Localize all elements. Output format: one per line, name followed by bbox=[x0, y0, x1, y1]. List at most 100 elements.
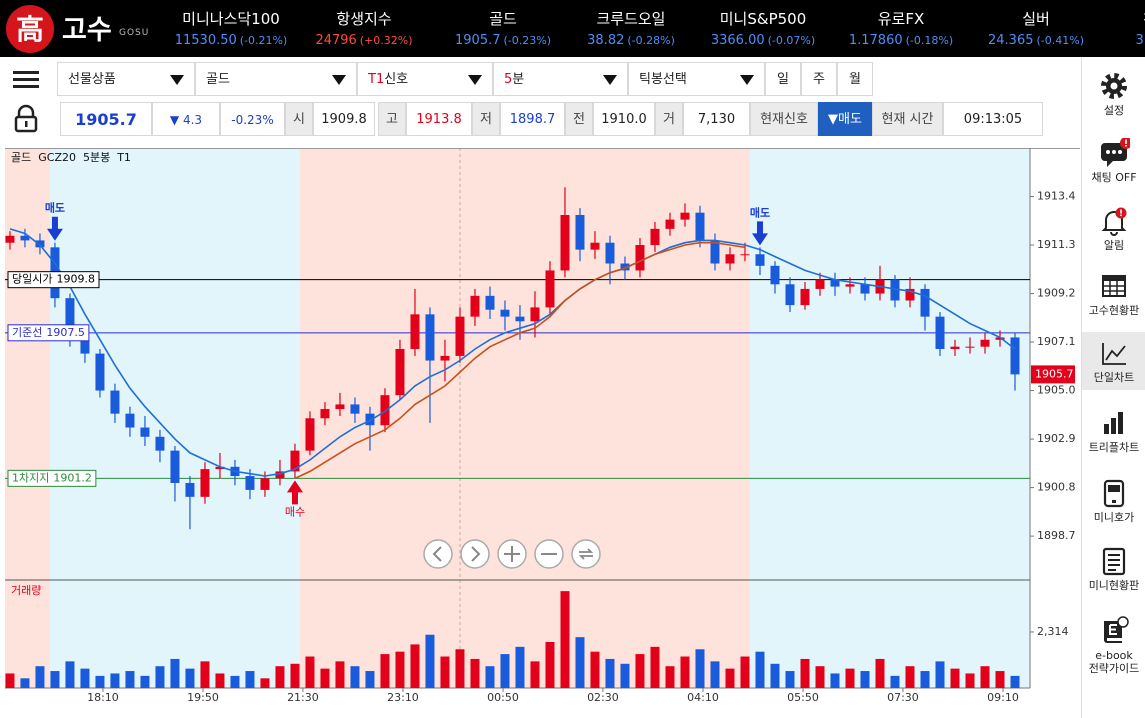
shape bbox=[571, 539, 601, 569]
volume-bar bbox=[905, 666, 915, 688]
volume-bar bbox=[110, 673, 120, 688]
volume-bar bbox=[1010, 675, 1020, 688]
arrow-shape bbox=[740, 75, 754, 85]
sidebar-icon bbox=[1104, 412, 1123, 434]
candle-body bbox=[5, 235, 15, 243]
sidebar-icon bbox=[1102, 275, 1126, 297]
volume-tick-label: 2,314 bbox=[1037, 625, 1069, 638]
period-button[interactable]: 주 bbox=[801, 62, 837, 96]
candle-body bbox=[260, 478, 270, 490]
x-tick-label: 02:30 bbox=[587, 691, 619, 704]
sidebar-icon bbox=[1103, 479, 1125, 508]
menu-button[interactable] bbox=[0, 62, 52, 96]
sidebar-item[interactable]: e-book 전략가이드 bbox=[1082, 610, 1145, 681]
candle-body bbox=[815, 279, 825, 289]
level-label-text: 1차지지 1901.2 bbox=[12, 471, 92, 484]
level-label: 당일시가 1909.8 bbox=[7, 271, 100, 289]
shape bbox=[1110, 82, 1118, 90]
candle-body bbox=[920, 288, 930, 317]
dropdown-arrow bbox=[603, 75, 617, 85]
volume-bar bbox=[890, 675, 900, 688]
signal-label: 매수 bbox=[285, 505, 305, 518]
y-tick-label: 1900.8 bbox=[1037, 481, 1076, 494]
signal-arrow bbox=[751, 221, 768, 246]
ticker-change: (-0.28%) bbox=[627, 34, 675, 47]
session-band bbox=[50, 148, 300, 688]
volume-bar bbox=[815, 666, 825, 688]
scroll-left-button[interactable] bbox=[423, 539, 453, 569]
sidebar-item[interactable]: 알림 bbox=[1082, 200, 1145, 258]
shape bbox=[1108, 554, 1120, 571]
sidebar-item[interactable]: 트리플차트 bbox=[1082, 402, 1145, 460]
candle-body bbox=[605, 242, 615, 264]
ticker-value: 38.82 (-0.28%) bbox=[564, 33, 698, 48]
volume-bar bbox=[560, 591, 570, 688]
dropdown-text: 선물상품 bbox=[68, 72, 116, 87]
candle-body bbox=[965, 346, 975, 348]
volume-bar bbox=[515, 646, 525, 688]
period-button[interactable]: 일 bbox=[765, 62, 801, 96]
shape bbox=[6, 5, 54, 53]
sidebar-label: 설정 bbox=[1103, 104, 1125, 117]
ticker: 미니S&P500 3366.00 (-0.07%) bbox=[696, 0, 830, 48]
volume-bar bbox=[845, 668, 855, 688]
volume-bar bbox=[995, 671, 1005, 688]
volume-bar bbox=[590, 651, 600, 688]
signal-value: ▼매도 bbox=[818, 102, 872, 136]
volume-bar bbox=[725, 668, 735, 688]
candle-body bbox=[710, 240, 720, 264]
candle-body bbox=[695, 212, 705, 241]
zoom-out-button[interactable] bbox=[534, 539, 564, 569]
moving-average bbox=[9, 228, 1016, 477]
shape bbox=[471, 546, 481, 562]
x-tick-label: 05:50 bbox=[787, 691, 819, 704]
shape bbox=[1112, 500, 1116, 503]
volume-bar bbox=[200, 661, 210, 688]
dropdown[interactable]: 골드 bbox=[195, 62, 357, 96]
candle-body bbox=[980, 339, 990, 347]
level-value: 1907.5 bbox=[46, 326, 85, 339]
volume-bar bbox=[350, 666, 360, 688]
field-label: 거 bbox=[655, 102, 683, 136]
dropdown-arrow bbox=[170, 75, 184, 85]
logo-mark: 高 bbox=[6, 5, 54, 53]
dropdown[interactable]: 틱봉선택 bbox=[628, 62, 765, 96]
candle-body bbox=[1010, 337, 1020, 375]
ticker-change: (-0.41%) bbox=[1036, 34, 1085, 47]
x-tick-label: 19:50 bbox=[187, 691, 219, 704]
signal-arrow bbox=[46, 216, 63, 241]
volume-bar bbox=[35, 666, 45, 688]
ticker-value: 1.17860 (-0.18%) bbox=[834, 33, 968, 48]
sidebar-item[interactable]: 고수현황판 bbox=[1082, 265, 1145, 323]
chart: 골드 GCZ20 5분봉 T1 거래량 1913.4 1911.3 1909.2 1907… bbox=[5, 148, 1080, 704]
volume-bar bbox=[650, 646, 660, 688]
signal-label: 현재신호 bbox=[750, 102, 818, 136]
volume-bar bbox=[980, 666, 990, 688]
ticker-name: 천 bbox=[1083, 8, 1145, 29]
zoom-in-button[interactable] bbox=[497, 539, 527, 569]
volume-bar bbox=[620, 663, 630, 688]
volume-bar bbox=[770, 663, 780, 688]
sidebar-item[interactable]: 미니현황판 bbox=[1082, 540, 1145, 598]
level-label-box bbox=[7, 469, 97, 487]
shape bbox=[1101, 73, 1127, 99]
shape bbox=[1111, 418, 1116, 434]
sidebar-item[interactable]: 설정 bbox=[1082, 65, 1145, 123]
sidebar-item[interactable]: 채팅 OFF bbox=[1082, 132, 1145, 190]
dropdown[interactable]: 5분 bbox=[493, 62, 628, 96]
dropdown[interactable]: 선물상품 bbox=[57, 62, 195, 96]
reset-button[interactable] bbox=[571, 539, 601, 569]
lock-button[interactable] bbox=[0, 102, 52, 136]
sidebar-item[interactable]: 미니호가 bbox=[1082, 472, 1145, 530]
candle-body bbox=[545, 270, 555, 308]
volume-bar bbox=[50, 671, 60, 688]
sidebar-item[interactable]: 단일차트 bbox=[1082, 332, 1145, 390]
scroll-right-button[interactable] bbox=[460, 539, 490, 569]
shape bbox=[1112, 150, 1116, 154]
shape bbox=[25, 121, 28, 127]
shape bbox=[1104, 621, 1122, 643]
period-button[interactable]: 월 bbox=[837, 62, 873, 96]
dropdown[interactable]: T1신호 bbox=[357, 62, 493, 96]
ticker-price: 1.17860 bbox=[848, 33, 903, 48]
